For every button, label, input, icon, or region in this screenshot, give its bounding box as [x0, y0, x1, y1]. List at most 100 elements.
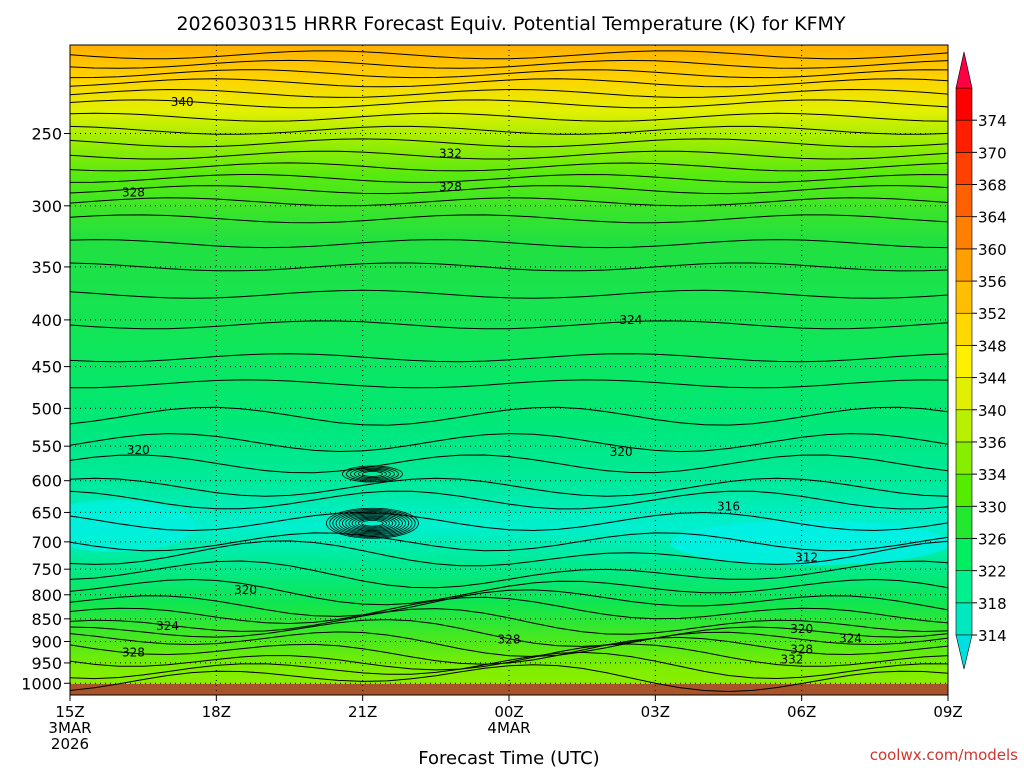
colorbar-tick-label: 370: [978, 144, 1007, 162]
contour-cluster: [350, 467, 395, 481]
x-axis-label: Forecast Time (UTC): [418, 748, 599, 768]
contour-label: 320: [234, 583, 257, 597]
colorbar-swatch: [955, 602, 973, 636]
colorbar-swatch: [955, 505, 973, 539]
contour-cluster: [354, 468, 391, 480]
x-tick-label: 18Z: [202, 703, 231, 721]
colorbar-swatch: [955, 312, 973, 346]
contour-line: [70, 138, 948, 148]
contour-cluster: [342, 513, 403, 534]
colorbar-tick-label: 334: [978, 466, 1007, 484]
contour-cluster: [351, 516, 394, 530]
contour-label: 328: [790, 642, 813, 656]
contour-cluster: [354, 517, 391, 529]
y-tick-label: 1000: [21, 674, 62, 693]
colorbar-swatch: [955, 570, 973, 604]
colorbar-swatch: [955, 441, 973, 475]
contour-label: 328: [122, 645, 145, 659]
colorbar-swatch: [955, 216, 973, 250]
colorbar-swatch: [955, 473, 973, 507]
contour-label: 316: [717, 499, 740, 513]
contour-label: 328: [122, 185, 145, 199]
colorbar-tick-label: 340: [978, 402, 1007, 420]
contour-label: 328: [439, 180, 462, 194]
contour-line: [70, 490, 948, 510]
contour-line: [70, 540, 948, 567]
contour-line: [70, 125, 948, 135]
x-tick-label: 00Z: [494, 703, 523, 721]
x-tick-label: 06Z: [787, 703, 816, 721]
contour-cluster: [358, 518, 387, 528]
colorbar-low-extend: [955, 634, 973, 670]
y-tick-label: 900: [31, 632, 62, 651]
colorbar-swatch: [955, 345, 973, 378]
contour-line: [70, 112, 948, 122]
contour-line: [70, 50, 948, 60]
grid-lines: [70, 45, 948, 695]
ground-strip: [70, 684, 948, 695]
contour-cluster: [346, 466, 399, 482]
colorbar-tick-label: 326: [978, 530, 1007, 548]
chart-title: 2026030315 HRRR Forecast Equiv. Potentia…: [176, 13, 845, 35]
colorbar-tick-label: 314: [978, 627, 1007, 645]
colorbar-tick-label: 318: [978, 595, 1007, 613]
contour-line: [70, 511, 948, 532]
x-tick-label: 09Z: [933, 703, 962, 721]
contour-label: 312: [795, 550, 818, 564]
contour-label: 332: [780, 653, 803, 667]
x-tick-sublabel: 2026: [51, 735, 89, 753]
contour-cluster: [345, 514, 400, 533]
contour-label: 320: [790, 622, 813, 636]
contour-line: [70, 197, 948, 207]
credit-text: coolwx.com/models: [870, 746, 1018, 764]
y-tick-label: 600: [31, 472, 62, 491]
y-tick-label: 350: [31, 258, 62, 277]
x-tick-label: 15Z: [55, 703, 84, 721]
contour-label: 320: [610, 445, 633, 459]
colorbar-tick-label: 322: [978, 563, 1007, 581]
colorbar-swatch: [955, 409, 973, 443]
contour-line: [70, 596, 948, 625]
contour-cluster: [335, 511, 410, 536]
y-tick-label: 300: [31, 197, 62, 216]
colorbar-swatch: [955, 184, 973, 218]
y-tick-label: 800: [31, 586, 62, 605]
contour-line: [70, 59, 948, 69]
colorbar-swatch: [955, 248, 973, 282]
y-tick-label: 850: [31, 610, 62, 629]
colorbar-swatch: [955, 152, 973, 185]
contour-cluster: [338, 512, 407, 535]
y-tick-label: 750: [31, 560, 62, 579]
colorbar-tick-label: 336: [978, 434, 1007, 452]
colorbar-swatch: [955, 119, 973, 153]
y-tick-label: 700: [31, 533, 62, 552]
y-tick-label: 400: [31, 311, 62, 330]
y-axis: 250 300 350 400 450 500 550 600 650 700 750 800 850 9…: [21, 124, 70, 693]
contour-label: 324: [156, 619, 179, 633]
colorbar-swatch: [955, 538, 973, 571]
colorbar-swatch: [955, 87, 973, 121]
colorbar-swatch: [955, 377, 973, 411]
contour-line: [70, 619, 948, 647]
contour-label: 340: [171, 95, 194, 109]
contour-line: [70, 636, 948, 665]
contour-label: 332: [439, 147, 462, 161]
contour-cluster: [362, 471, 383, 477]
colorbar-high-extend: [955, 51, 973, 89]
y-tick-label: 500: [31, 399, 62, 418]
y-tick-label: 250: [31, 124, 62, 143]
x-tick-sublabel: 3MAR: [48, 719, 91, 737]
contour-cluster: [326, 507, 419, 539]
colorbar-tick-label: 374: [978, 112, 1007, 130]
contour-label: 324: [839, 631, 862, 645]
low-theta-pocket-right: [670, 521, 948, 565]
contour-label: 324: [619, 313, 642, 327]
y-tick-label: 450: [31, 358, 62, 377]
contour-cluster: [348, 515, 397, 531]
y-tick-label: 650: [31, 503, 62, 522]
contour-cluster: [329, 508, 416, 538]
